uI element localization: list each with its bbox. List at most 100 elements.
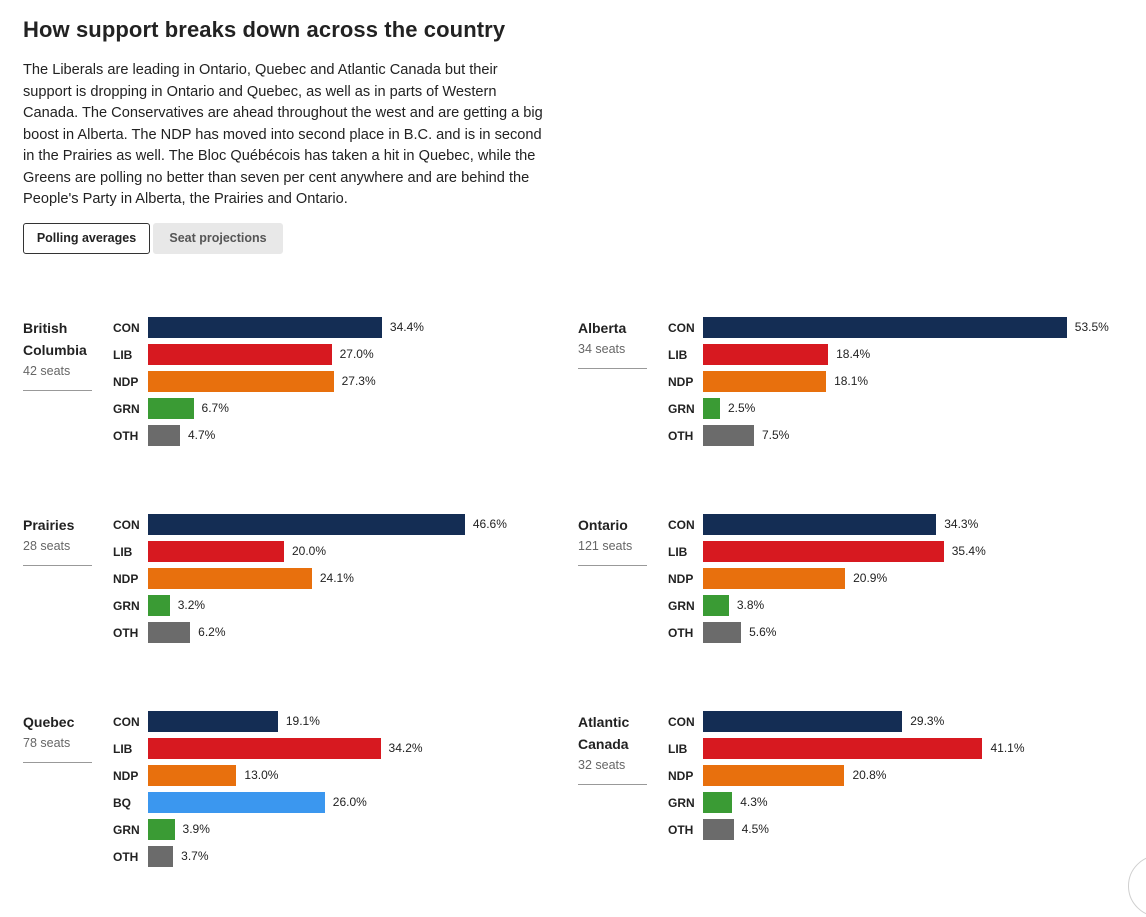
party-label: OTH xyxy=(113,850,139,864)
bar-oth xyxy=(703,425,754,446)
bar-row-con: CON 34.4% xyxy=(23,317,563,344)
bar-row-lib: LIB 34.2% xyxy=(23,738,563,765)
party-label: OTH xyxy=(668,626,694,640)
bar-lib xyxy=(148,541,284,562)
party-label: NDP xyxy=(668,572,694,586)
value-label: 46.6% xyxy=(472,517,507,531)
party-label: LIB xyxy=(668,742,688,756)
bar-ndp xyxy=(703,765,845,786)
region-name: Quebec xyxy=(23,714,75,730)
value-label: 27.3% xyxy=(341,374,376,388)
value-label: 6.2% xyxy=(198,625,226,639)
bar-oth xyxy=(703,622,742,643)
value-label: 29.3% xyxy=(910,714,945,728)
bar-row-ndp: NDP 24.1% xyxy=(23,568,563,595)
bar-row-grn: GRN 3.9% xyxy=(23,819,563,846)
party-label: NDP xyxy=(668,769,694,783)
bar-lib xyxy=(703,541,944,562)
region-panel-ontario: Ontario 121 seats CON 34.3% LIB 35.4% NDP 20.9%… xyxy=(578,514,1118,649)
region-panel-british-columbia: British Columbia 42 seats CON 34.4% LIB 27.0%… xyxy=(23,317,563,452)
bar-row-bq: BQ 26.0% xyxy=(23,792,563,819)
value-label: 34.2% xyxy=(388,741,423,755)
value-label: 34.4% xyxy=(389,320,424,334)
region-seats: 28 seats xyxy=(23,539,71,553)
region-divider xyxy=(578,784,647,785)
region-name: Ontario xyxy=(578,517,628,533)
bar-lib xyxy=(703,344,829,365)
bar-grn xyxy=(703,398,720,419)
party-label: LIB xyxy=(113,545,133,559)
region-name: Prairies xyxy=(23,517,75,533)
bar-grn xyxy=(703,595,729,616)
bar-oth xyxy=(703,819,734,840)
tab-seat-projections[interactable]: Seat projections xyxy=(153,223,283,254)
party-label: GRN xyxy=(113,823,140,837)
bar-row-ndp: NDP 13.0% xyxy=(23,765,563,792)
region-name: Alberta xyxy=(578,320,627,336)
bar-row-grn: GRN 4.3% xyxy=(578,792,1118,819)
region-divider xyxy=(23,762,92,763)
value-label: 5.6% xyxy=(749,625,777,639)
bar-row-lib: LIB 18.4% xyxy=(578,344,1118,371)
party-label: CON xyxy=(668,321,695,335)
region-panel-quebec: Quebec 78 seats CON 19.1% LIB 34.2% NDP 13.0% BQ… xyxy=(23,711,563,873)
bar-grn xyxy=(148,595,170,616)
party-label: LIB xyxy=(113,742,133,756)
region-seats: 32 seats xyxy=(578,758,626,772)
bar-row-ndp: NDP 20.9% xyxy=(578,568,1118,595)
bar-row-oth: OTH 4.7% xyxy=(23,425,563,452)
value-label: 20.9% xyxy=(853,571,888,585)
party-label: LIB xyxy=(668,348,688,362)
region-panel-atlantic-canada: Atlantic Canada 32 seats CON 29.3% LIB 41.1% N… xyxy=(578,711,1118,846)
bar-row-con: CON 53.5% xyxy=(578,317,1118,344)
region-seats: 34 seats xyxy=(578,342,626,356)
bar-lib xyxy=(148,738,381,759)
value-label: 2.5% xyxy=(728,401,756,415)
bar-row-con: CON 46.6% xyxy=(23,514,563,541)
scroll-button-partial[interactable] xyxy=(1128,855,1146,917)
bar-row-lib: LIB 35.4% xyxy=(578,541,1118,568)
bar-row-ndp: NDP 27.3% xyxy=(23,371,563,398)
value-label: 4.7% xyxy=(187,428,216,442)
tab-polling-averages[interactable]: Polling averages xyxy=(23,223,150,254)
value-label: 27.0% xyxy=(339,347,374,361)
party-label: CON xyxy=(113,715,140,729)
value-label: 3.2% xyxy=(177,598,206,612)
bar-row-con: CON 19.1% xyxy=(23,711,563,738)
value-label: 26.0% xyxy=(332,795,367,809)
party-label: NDP xyxy=(668,375,694,389)
value-label: 7.5% xyxy=(762,428,790,442)
region-divider xyxy=(578,565,647,566)
bar-row-ndp: NDP 20.8% xyxy=(578,765,1118,792)
party-label: CON xyxy=(113,518,140,532)
region-panel-alberta: Alberta 34 seats CON 53.5% LIB 18.4% NDP 18.1% G… xyxy=(578,317,1118,452)
bar-row-ndp: NDP 18.1% xyxy=(578,371,1118,398)
bar-con xyxy=(703,317,1067,338)
region-panel-prairies: Prairies 28 seats CON 46.6% LIB 20.0% NDP 24.1%… xyxy=(23,514,563,649)
bar-row-lib: LIB 27.0% xyxy=(23,344,563,371)
value-label: 35.4% xyxy=(951,544,986,558)
bar-ndp xyxy=(703,568,846,589)
party-label: GRN xyxy=(113,599,140,613)
value-label: 18.1% xyxy=(834,374,869,388)
bar-row-grn: GRN 6.7% xyxy=(23,398,563,425)
value-label: 34.3% xyxy=(944,517,979,531)
bar-row-oth: OTH 3.7% xyxy=(23,846,563,873)
value-label: 53.5% xyxy=(1074,320,1109,334)
value-label: 19.1% xyxy=(285,714,320,728)
party-label: OTH xyxy=(113,429,139,443)
party-label: NDP xyxy=(113,375,139,389)
value-label: 6.7% xyxy=(201,401,229,415)
bar-ndp xyxy=(703,371,827,392)
value-label: 3.9% xyxy=(182,822,210,836)
party-label: NDP xyxy=(113,572,139,586)
party-label: OTH xyxy=(668,823,694,837)
bar-row-grn: GRN 2.5% xyxy=(578,398,1118,425)
value-label: 13.0% xyxy=(244,768,279,782)
bar-con xyxy=(148,711,278,732)
region-name: British Columbia xyxy=(23,320,87,358)
party-label: GRN xyxy=(668,599,695,613)
page-title: How support breaks down across the count… xyxy=(23,17,506,42)
value-label: 20.0% xyxy=(292,544,327,558)
bar-grn xyxy=(148,819,175,840)
